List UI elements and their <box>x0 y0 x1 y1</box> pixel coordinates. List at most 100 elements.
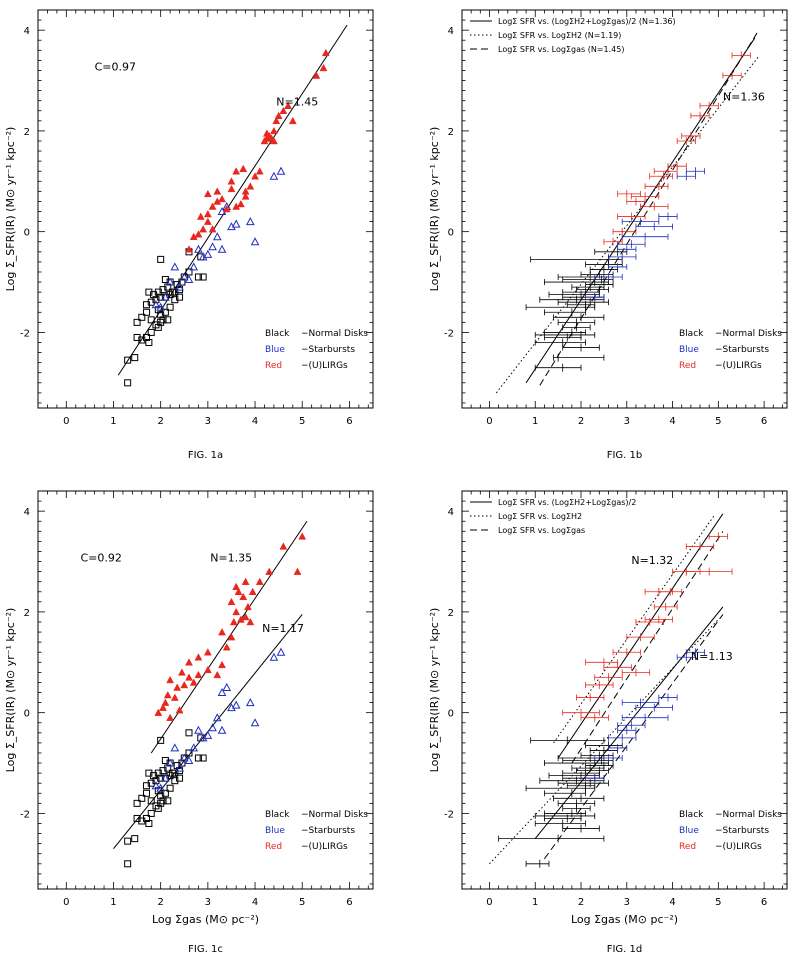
data-point <box>245 217 255 226</box>
error-bar <box>553 353 605 362</box>
legend-label: −(U)LIRGs <box>301 361 348 371</box>
error-bar <box>708 532 728 541</box>
data-point <box>157 736 165 744</box>
fit-annotation: N=1.35 <box>210 552 252 565</box>
data-point <box>208 225 217 233</box>
data-point <box>269 126 278 135</box>
data-point <box>251 172 259 180</box>
legend-line-label: LogΣ SFR vs. LogΣgas (N=1.45) <box>498 45 624 54</box>
data-point <box>241 577 250 585</box>
fit-annotation: N=1.17 <box>262 622 304 635</box>
error-bar <box>653 167 678 176</box>
error-bar <box>617 721 646 730</box>
y-axis-label: Log Σ_SFR(IR) (M⊙ yr⁻¹ kpc⁻²) <box>4 608 17 773</box>
error-bar <box>534 330 596 339</box>
data-point <box>231 219 241 228</box>
error-bar <box>585 774 605 783</box>
error-bar <box>580 270 614 279</box>
error-bar <box>640 202 669 211</box>
error-bar <box>626 633 655 642</box>
data-point <box>180 680 189 689</box>
x-tick-label: 6 <box>346 897 352 908</box>
error-bar <box>649 172 673 181</box>
data-point <box>203 217 212 225</box>
data-point <box>217 244 227 253</box>
data-point <box>143 308 151 316</box>
legend-label: −Normal Disks <box>301 810 368 820</box>
error-bar <box>543 308 586 317</box>
data-point <box>161 757 169 765</box>
data-point <box>175 706 184 714</box>
data-point <box>166 713 175 721</box>
data-point <box>159 703 167 711</box>
data-point <box>171 777 179 785</box>
x-tick-label: 1 <box>110 416 116 427</box>
y-tick-label: 4 <box>448 26 454 37</box>
data-point <box>161 292 170 301</box>
panel-b: 0 1 2 3 4 5 6 -2 0 2 4 Log Σ_SFR(IR) (M⊙ yr⁻¹ kpc⁻²… <box>428 9 788 461</box>
legend-label: −Normal Disks <box>715 329 782 339</box>
plot-frame <box>461 9 788 409</box>
data-point <box>124 356 132 364</box>
y-tick-label: 4 <box>24 26 30 37</box>
data-point <box>199 754 207 762</box>
data-point <box>166 675 175 684</box>
series-lirg <box>154 532 307 721</box>
error-bar <box>685 542 715 551</box>
data-point <box>194 754 202 762</box>
data-point <box>165 758 175 767</box>
error-bar <box>690 111 710 120</box>
tick-marks <box>461 10 787 408</box>
y-tick-label: 0 <box>24 709 30 720</box>
x-tick-label: 2 <box>578 416 584 427</box>
y-tick-label: 4 <box>448 507 454 518</box>
x-tick-label: 4 <box>669 897 675 908</box>
series-starburst <box>151 647 286 792</box>
data-point <box>171 296 179 304</box>
error-bar <box>676 136 696 145</box>
data-point <box>194 653 203 661</box>
legend-label: −(U)LIRGs <box>301 842 348 852</box>
error-bar <box>685 648 706 657</box>
data-point <box>184 755 194 765</box>
error-bar <box>617 212 646 221</box>
data-point <box>159 316 167 324</box>
y-tick-label: -2 <box>444 809 454 820</box>
data-point <box>143 814 151 822</box>
error-bar <box>731 51 751 60</box>
error-bar <box>630 192 660 201</box>
error-bar <box>557 318 596 327</box>
data-point <box>154 708 163 716</box>
fit-annotation: N=1.32 <box>631 554 673 567</box>
y-tick-label: -2 <box>20 328 30 339</box>
data-point <box>222 204 231 213</box>
error-bar <box>562 804 591 813</box>
data-point <box>203 648 212 656</box>
color-legend: Black −Normal Disks Blue −Starbursts Red −(U)… <box>265 810 368 852</box>
error-bar <box>621 698 660 707</box>
data-point <box>218 194 226 203</box>
error-bar <box>608 262 628 271</box>
x-tick-label: 3 <box>205 416 211 427</box>
x-tick-label: 4 <box>669 416 675 427</box>
data-point <box>179 753 189 762</box>
data-point <box>269 136 278 145</box>
data-point <box>250 237 260 246</box>
y-tick-label: 2 <box>448 608 454 619</box>
data-point <box>147 809 155 817</box>
data-point <box>131 835 139 843</box>
x-tick-label: 5 <box>299 897 305 908</box>
panel-a: 0 1 2 3 4 5 6 -2 0 2 4 Log Σ_SFR(IR) (M⊙ yr⁻¹ kpc⁻²… <box>4 9 374 461</box>
data-point <box>284 101 292 109</box>
color-legend: Black −Normal Disks Blue −Starbursts Red −(U)… <box>265 329 368 371</box>
data-point <box>179 272 189 281</box>
plot-frame <box>37 490 374 890</box>
panel-c: 0 1 2 3 4 5 6 -2 0 2 4 Log Σ_SFR(IR) (M⊙ yr⁻¹ kpc⁻²… <box>4 490 374 955</box>
data-point <box>218 628 226 636</box>
legend-color-name: Black <box>679 810 704 820</box>
x-tick-label: 0 <box>486 897 492 908</box>
figure-caption: FIG. 1a <box>188 450 223 461</box>
fit-line-solid <box>150 520 308 754</box>
data-point <box>239 592 248 601</box>
